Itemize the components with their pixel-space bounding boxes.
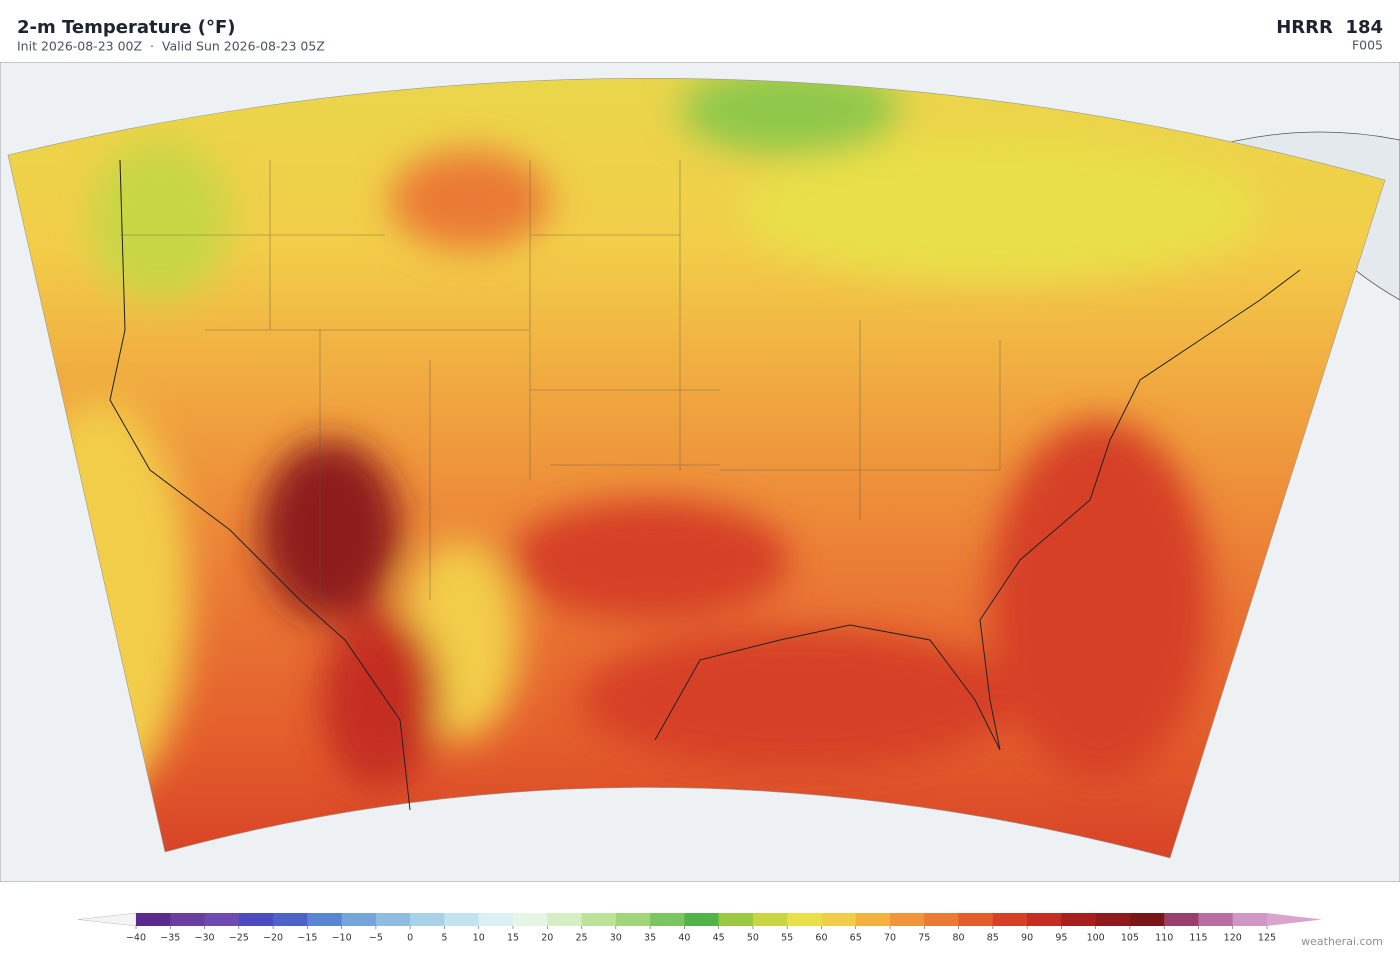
colorbar-tick-label: −25 [229, 933, 249, 944]
colorbar-tick-label: 90 [1021, 933, 1033, 944]
colorbar-tick-label: 70 [884, 933, 896, 944]
colorbar-bin [204, 913, 240, 926]
colorbar-tick-label: 20 [541, 933, 553, 944]
map-title: 2-m Temperature (°F) [17, 17, 236, 38]
colorbar-bin [1027, 913, 1062, 926]
colorbar-tick-label: 30 [610, 933, 622, 944]
colorbar-tick-label: 45 [713, 933, 725, 944]
colorbar-tick-label: −15 [297, 933, 317, 944]
colorbar-bin [958, 913, 994, 926]
colorbar-bin [855, 913, 891, 926]
state-borders [120, 160, 1001, 600]
colorbar-tick-label: 100 [1087, 933, 1105, 944]
colorbar-bin [992, 913, 1028, 926]
colorbar-tick-label: 125 [1258, 933, 1276, 944]
colorbar-bin [307, 913, 343, 926]
colorbar-bin [821, 913, 857, 926]
colorbar-tick-label: 60 [815, 933, 827, 944]
colorbar-tick-label: 15 [507, 933, 519, 944]
colorbar-tick-label: 40 [678, 933, 690, 944]
colorbar-tick-label: 55 [781, 933, 793, 944]
colorbar-tick-label: 115 [1189, 933, 1207, 944]
colorbar-tick-label: 120 [1224, 933, 1242, 944]
colorbar-bin [410, 913, 445, 926]
coastline [109, 159, 1301, 811]
colorbar-bin [1061, 913, 1097, 926]
colorbar-under [77, 912, 137, 927]
colorbar-tick-label: −35 [160, 933, 180, 944]
colorbar-bin [1198, 913, 1234, 926]
map [0, 62, 1400, 882]
colorbar-tick-label: 110 [1155, 933, 1173, 944]
colorbar-bin [1164, 913, 1199, 926]
colorbar-tick-label: −10 [332, 933, 352, 944]
colorbar-tick-label: 25 [575, 933, 587, 944]
colorbar-bin [924, 913, 960, 926]
colorbar-bin [684, 913, 720, 926]
colorbar-bin [341, 913, 377, 926]
colorbar-bin [238, 913, 274, 926]
colorbar-tick-label: 10 [473, 933, 485, 944]
colorbar-tick-label: 80 [952, 933, 964, 944]
model-label: HRRR 184 [1276, 17, 1383, 38]
colorbar-bin [375, 913, 411, 926]
colorbar-bin [170, 913, 206, 926]
colorbar-bin [890, 913, 925, 926]
colorbar-tick-label: −30 [195, 933, 215, 944]
colorbar-tick-label: −20 [263, 933, 283, 944]
credit: weatherai.com [1301, 935, 1383, 948]
temperature-field [8, 78, 1385, 858]
colorbar-bin [547, 913, 583, 926]
colorbar-bin [1095, 913, 1131, 926]
colorbar-tick-label: 105 [1121, 933, 1139, 944]
colorbar-bin [1232, 913, 1268, 926]
colorbar-tick-label: 95 [1055, 933, 1067, 944]
colorbar-tick-label: 65 [850, 933, 862, 944]
colorbar-bin [1129, 913, 1165, 926]
colorbar-bin [718, 913, 754, 926]
colorbar-bin [752, 913, 788, 926]
colorbar-tick-label: −5 [369, 933, 383, 944]
colorbar-tick-label: −40 [126, 933, 146, 944]
run-info: Init 2026-08-23 00Z · Valid Sun 2026-08-… [17, 39, 325, 54]
forecast-hour: F005 [1352, 38, 1383, 53]
colorbar-bin [444, 913, 480, 926]
colorbar-bin [478, 913, 514, 926]
colorbar-bin [513, 913, 548, 926]
colorbar-tick-label: 85 [987, 933, 999, 944]
colorbar-tick-label: 50 [747, 933, 759, 944]
colorbar-bin [650, 913, 685, 926]
colorbar-bin [136, 913, 171, 926]
colorbar-tick-label: 5 [441, 933, 447, 944]
colorbar-tick-label: 0 [407, 933, 413, 944]
colorbar-tick-label: 75 [918, 933, 930, 944]
colorbar-tick-label: 35 [644, 933, 656, 944]
colorbar-bin [787, 913, 822, 926]
colorbar-bin [273, 913, 308, 926]
colorbar-bin [615, 913, 651, 926]
colorbar-bin [581, 913, 617, 926]
colorbar: −40 −35 −30 −25 −20 −15 −10 −5 0 5 10 15 20 25 30 35 40 4… [77, 912, 1322, 944]
colorbar-over [1267, 913, 1322, 926]
